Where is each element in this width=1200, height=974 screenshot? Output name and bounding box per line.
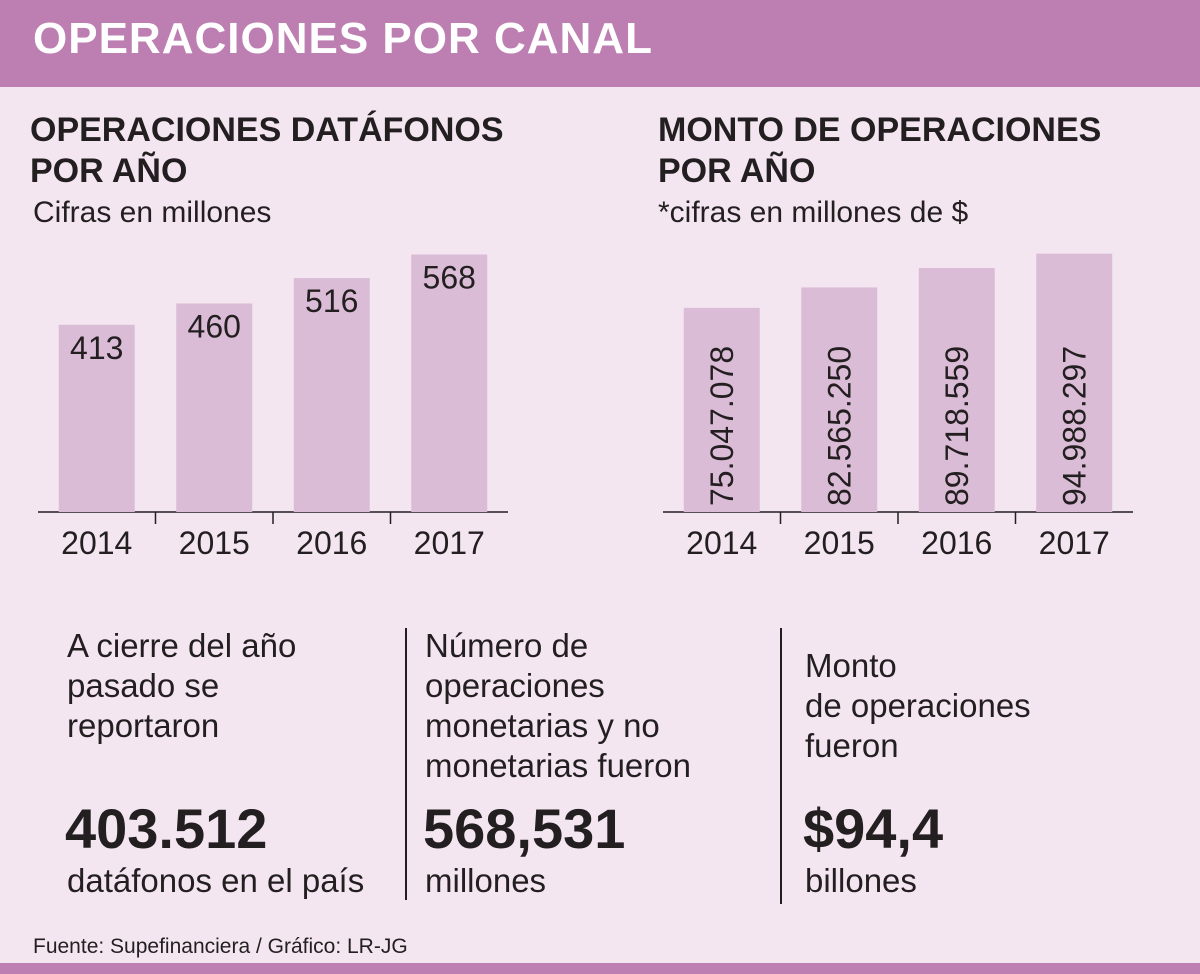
fact-3-description: Monto de operaciones fueron [805, 646, 1031, 766]
fact-2-desc-line: operaciones [425, 667, 605, 704]
chart2-value-label: 94.988.297 [1056, 346, 1092, 506]
fact-3-unit: billones [805, 862, 917, 899]
chart1-bar-2015 [176, 303, 253, 512]
chart2-value-label: 75.047.078 [704, 346, 740, 506]
fact-1-description: A cierre del año pasado se reportaron [67, 626, 296, 746]
source-note: Fuente: Supefinanciera / Gráfico: LR-JG [33, 935, 408, 958]
header-banner: OPERACIONES POR CANAL [0, 0, 1200, 87]
fact-column-2: Número de operaciones monetarias y no monet… [425, 626, 691, 786]
fact-2-desc-line: Número de [425, 627, 589, 664]
fact-1-value: 403.512 [65, 797, 268, 860]
fact-2-unit: millones [425, 862, 547, 899]
chart2-bar-2016 [918, 267, 995, 512]
chart2-category-label: 2017 [1039, 525, 1110, 561]
chart1-value-label: 413 [70, 330, 123, 366]
chart2-subtitle: *cifras en millones de $ [658, 196, 969, 229]
chart1-bar-2014 [58, 324, 135, 512]
chart2-category-label: 2014 [686, 525, 757, 561]
chart2-value-label: 89.718.559 [939, 346, 975, 506]
chart1-value-label: 516 [305, 283, 358, 319]
chart1-svg: 413 2014 460 2015 516 2016 568 2017 [38, 254, 508, 561]
chart2-bar-2014 [683, 307, 760, 512]
fact-column-1: A cierre del año pasado se reportaron [67, 626, 296, 746]
fact-3-value: $94,4 [803, 797, 944, 860]
chart2-title: MONTO DE OPERACIONES POR AÑO [658, 110, 1101, 192]
chart2-bar-2017 [1036, 253, 1113, 512]
chart2-category-label: 2015 [804, 525, 875, 561]
chart1-category-label: 2016 [296, 525, 367, 561]
chart1-subtitle: Cifras en millones [33, 196, 272, 229]
fact-2-desc-line: monetarias y no [425, 707, 660, 744]
fact-2-description: Número de operaciones monetarias y no monet… [425, 626, 691, 786]
fact-2-value: 568,531 [423, 797, 626, 860]
chart1-category-label: 2015 [179, 525, 250, 561]
fact-3-desc-line: de operaciones [805, 687, 1031, 724]
page-title: OPERACIONES POR CANAL [33, 14, 653, 63]
fact-1-desc-line: pasado se [67, 667, 220, 704]
chart1-title-line1: OPERACIONES DATÁFONOS [30, 111, 504, 149]
chart1-value-label: 568 [423, 260, 476, 296]
fact-1-unit: datáfonos en el país [67, 862, 365, 899]
fact-1-desc-line: A cierre del año [67, 627, 297, 664]
divider-1 [405, 628, 407, 900]
fact-2-desc-line: monetarias fueron [425, 747, 691, 784]
bottom-bar [0, 963, 1200, 974]
chart1-category-label: 2014 [61, 525, 132, 561]
chart1-value-label: 460 [188, 308, 241, 344]
chart1-title-line2: POR AÑO [30, 152, 188, 190]
fact-column-3: Monto de operaciones fueron [805, 646, 1031, 766]
chart2-category-label: 2016 [921, 525, 992, 561]
chart1-category-label: 2017 [414, 525, 485, 561]
chart2-title-line2: POR AÑO [658, 152, 816, 190]
chart2-svg: 75.047.078 2014 82.565.250 2015 89.718.559 20… [663, 253, 1133, 561]
fact-3-desc-line: fueron [805, 727, 899, 764]
fact-1-desc-line: reportaron [67, 707, 220, 744]
chart2-title-line1: MONTO DE OPERACIONES [658, 111, 1102, 149]
fact-3-desc-line: Monto [805, 647, 897, 684]
chart1-bar-2017 [411, 254, 488, 513]
chart1-panel: 413 2014 460 2015 516 2016 568 2017 [38, 240, 510, 570]
chart2-panel: 75.047.078 2014 82.565.250 2015 89.718.559 20… [663, 240, 1135, 570]
chart1-bar-2016 [293, 278, 370, 512]
chart2-bar-2015 [801, 287, 878, 512]
chart1-title: OPERACIONES DATÁFONOS POR AÑO [30, 110, 504, 192]
divider-2 [780, 628, 782, 904]
chart2-value-label: 82.565.250 [821, 346, 857, 506]
